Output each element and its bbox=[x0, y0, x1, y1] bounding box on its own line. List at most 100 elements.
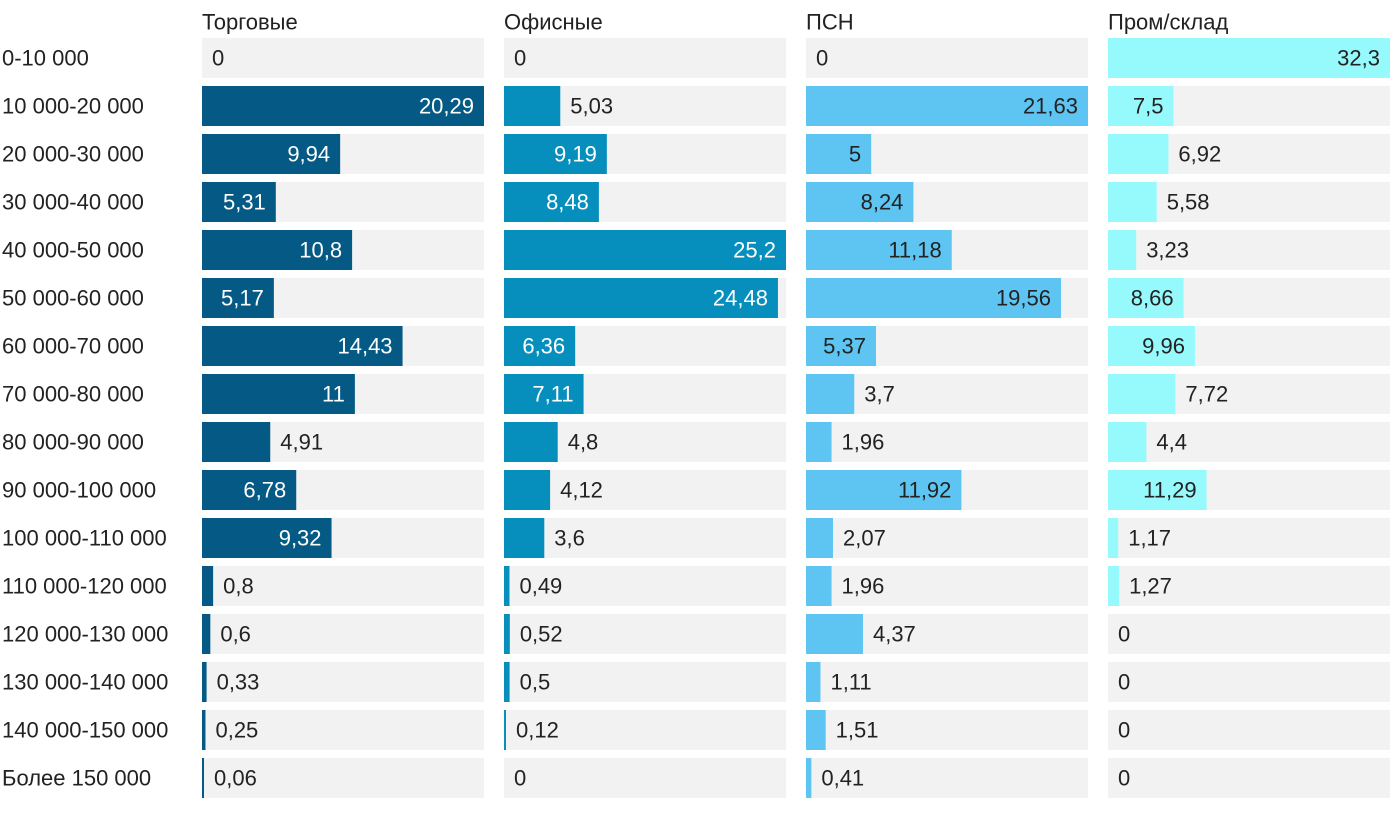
bar bbox=[1108, 326, 1195, 366]
bar-track bbox=[202, 710, 484, 750]
data-label: 0,49 bbox=[519, 574, 562, 599]
data-label: 9,94 bbox=[287, 142, 330, 167]
bar bbox=[504, 422, 558, 462]
data-label: 1,17 bbox=[1128, 526, 1171, 551]
data-label: 21,63 bbox=[1023, 94, 1078, 119]
row-label: 40 000-50 000 bbox=[2, 238, 144, 263]
bar bbox=[202, 182, 276, 222]
bar bbox=[1108, 182, 1157, 222]
bar-track bbox=[504, 38, 786, 78]
bar bbox=[504, 326, 576, 366]
bar-track bbox=[504, 710, 786, 750]
bar-track bbox=[806, 758, 1088, 798]
bar-track bbox=[806, 710, 1088, 750]
bar bbox=[1108, 134, 1169, 174]
data-label: 9,32 bbox=[279, 526, 322, 551]
data-label: 1,96 bbox=[842, 574, 885, 599]
bar bbox=[806, 758, 812, 798]
bar-track bbox=[504, 518, 786, 558]
data-label: 0 bbox=[816, 46, 828, 71]
bar bbox=[1108, 278, 1184, 318]
bar-track bbox=[202, 566, 484, 606]
bar-track bbox=[1108, 230, 1390, 270]
bar bbox=[504, 374, 584, 414]
bar bbox=[202, 662, 207, 702]
row-label: Более 150 000 bbox=[2, 766, 151, 791]
bar bbox=[806, 134, 872, 174]
row-label: 10 000-20 000 bbox=[2, 94, 144, 119]
row-label: 120 000-130 000 bbox=[2, 622, 168, 647]
row-label: 110 000-120 000 bbox=[2, 574, 167, 599]
data-label: 5,03 bbox=[570, 94, 613, 119]
bar bbox=[1108, 38, 1390, 78]
bar-track bbox=[1108, 566, 1390, 606]
data-label: 14,43 bbox=[337, 334, 392, 359]
bar bbox=[202, 86, 484, 126]
bar-track bbox=[1108, 614, 1390, 654]
bar-track bbox=[806, 662, 1088, 702]
row-label: 140 000-150 000 bbox=[2, 718, 168, 743]
bar bbox=[806, 182, 914, 222]
data-label: 11,92 bbox=[898, 478, 951, 503]
row-label: 80 000-90 000 bbox=[2, 430, 144, 455]
bar bbox=[806, 278, 1062, 318]
data-label: 4,8 bbox=[568, 430, 599, 455]
data-label: 32,3 bbox=[1337, 46, 1380, 71]
bar bbox=[1108, 230, 1137, 270]
row-label: 60 000-70 000 bbox=[2, 334, 144, 359]
row-label: 20 000-30 000 bbox=[2, 142, 144, 167]
bar bbox=[202, 422, 271, 462]
bar bbox=[504, 518, 545, 558]
bar bbox=[1108, 470, 1207, 510]
bar-track bbox=[806, 38, 1088, 78]
data-label: 0,12 bbox=[516, 718, 559, 743]
bar bbox=[1108, 422, 1147, 462]
bar-track bbox=[806, 566, 1088, 606]
data-label: 20,29 bbox=[419, 94, 474, 119]
data-label: 6,78 bbox=[243, 478, 286, 503]
data-label: 1,96 bbox=[842, 430, 885, 455]
bar bbox=[504, 614, 510, 654]
data-label: 7,5 bbox=[1133, 94, 1164, 119]
bar bbox=[806, 566, 832, 606]
bar bbox=[202, 374, 355, 414]
data-label: 24,48 bbox=[713, 286, 768, 311]
bar-track bbox=[202, 38, 484, 78]
data-label: 0,06 bbox=[214, 766, 257, 791]
data-label: 0 bbox=[1118, 718, 1130, 743]
bar bbox=[1108, 86, 1174, 126]
bar bbox=[202, 710, 206, 750]
bar bbox=[202, 134, 341, 174]
bar bbox=[202, 326, 403, 366]
data-label: 6,92 bbox=[1178, 142, 1221, 167]
row-label: 130 000-140 000 bbox=[2, 670, 168, 695]
data-label: 4,4 bbox=[1156, 430, 1187, 455]
data-label: 0 bbox=[514, 766, 526, 791]
panel-title: Офисные bbox=[504, 10, 603, 35]
data-label: 3,23 bbox=[1146, 238, 1189, 263]
bar bbox=[504, 470, 551, 510]
data-label: 10,8 bbox=[299, 238, 342, 263]
bar bbox=[202, 758, 204, 798]
bar bbox=[504, 566, 510, 606]
panel-title: Торговые bbox=[202, 10, 298, 35]
bar-track bbox=[1108, 710, 1390, 750]
bar bbox=[504, 86, 561, 126]
bar-track bbox=[1108, 422, 1390, 462]
data-label: 7,72 bbox=[1185, 382, 1228, 407]
bar-track bbox=[202, 758, 484, 798]
bar bbox=[806, 86, 1088, 126]
bar bbox=[806, 662, 821, 702]
row-label: 90 000-100 000 bbox=[2, 478, 156, 503]
data-label: 4,91 bbox=[280, 430, 323, 455]
row-label: 0-10 000 bbox=[2, 46, 89, 71]
data-label: 8,66 bbox=[1131, 286, 1174, 311]
data-label: 11,18 bbox=[888, 238, 941, 263]
data-label: 1,11 bbox=[830, 670, 871, 695]
row-label: 30 000-40 000 bbox=[2, 190, 144, 215]
bar-track bbox=[1108, 662, 1390, 702]
data-label: 5,37 bbox=[823, 334, 866, 359]
bar-track bbox=[504, 662, 786, 702]
bar bbox=[504, 278, 778, 318]
data-label: 5,17 bbox=[221, 286, 264, 311]
